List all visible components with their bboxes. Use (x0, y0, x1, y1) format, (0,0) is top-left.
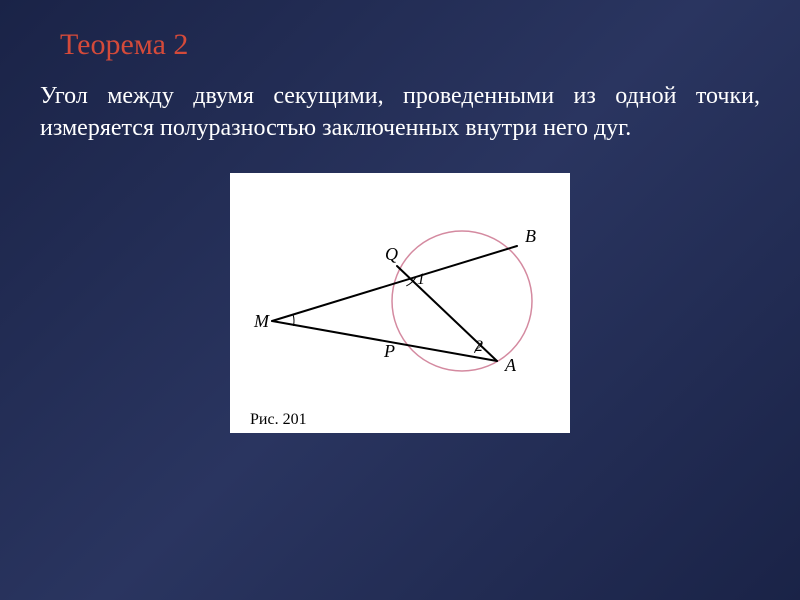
figure-caption: Рис. 201 (242, 411, 558, 429)
svg-text:Q: Q (385, 244, 398, 264)
geometry-diagram: 1 2 M Q B P A (242, 181, 562, 411)
svg-text:P: P (383, 341, 395, 361)
theorem-title: Теорема 2 (60, 28, 760, 62)
svg-text:M: M (253, 311, 270, 331)
svg-text:A: A (504, 355, 517, 375)
svg-text:1: 1 (417, 271, 425, 288)
figure-container: 1 2 M Q B P A Рис. 201 (40, 173, 760, 433)
svg-text:B: B (525, 226, 536, 246)
theorem-body: Угол между двумя секущими, проведенными … (40, 80, 760, 145)
svg-text:2: 2 (475, 338, 483, 355)
slide: Теорема 2 Угол между двумя секущими, про… (0, 0, 800, 600)
figure: 1 2 M Q B P A Рис. 201 (230, 173, 570, 433)
